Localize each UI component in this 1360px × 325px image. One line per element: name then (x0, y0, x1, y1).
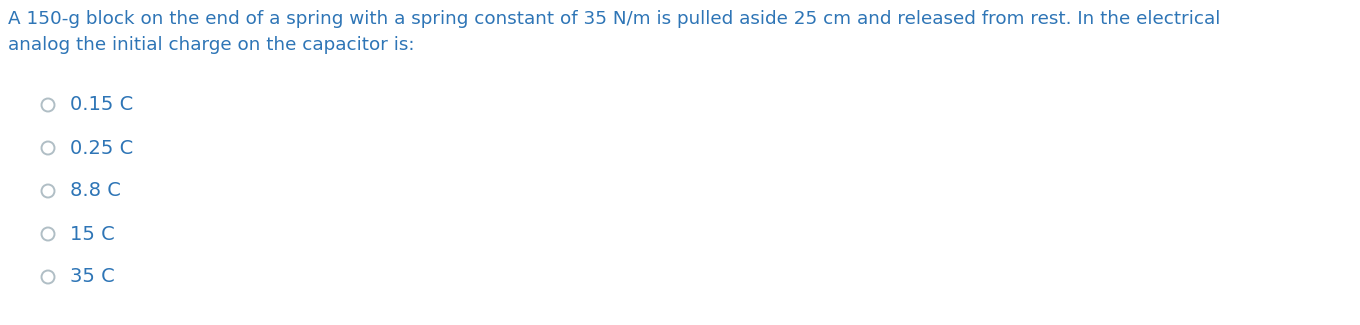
Text: 35 C: 35 C (69, 267, 114, 287)
Text: 0.25 C: 0.25 C (69, 138, 133, 158)
Text: A 150-g block on the end of a spring with a spring constant of 35 N/m is pulled : A 150-g block on the end of a spring wit… (8, 10, 1220, 28)
Text: 8.8 C: 8.8 C (69, 181, 121, 201)
Text: 0.15 C: 0.15 C (69, 96, 133, 114)
Text: analog the initial charge on the capacitor is:: analog the initial charge on the capacit… (8, 36, 415, 54)
Text: 15 C: 15 C (69, 225, 114, 243)
